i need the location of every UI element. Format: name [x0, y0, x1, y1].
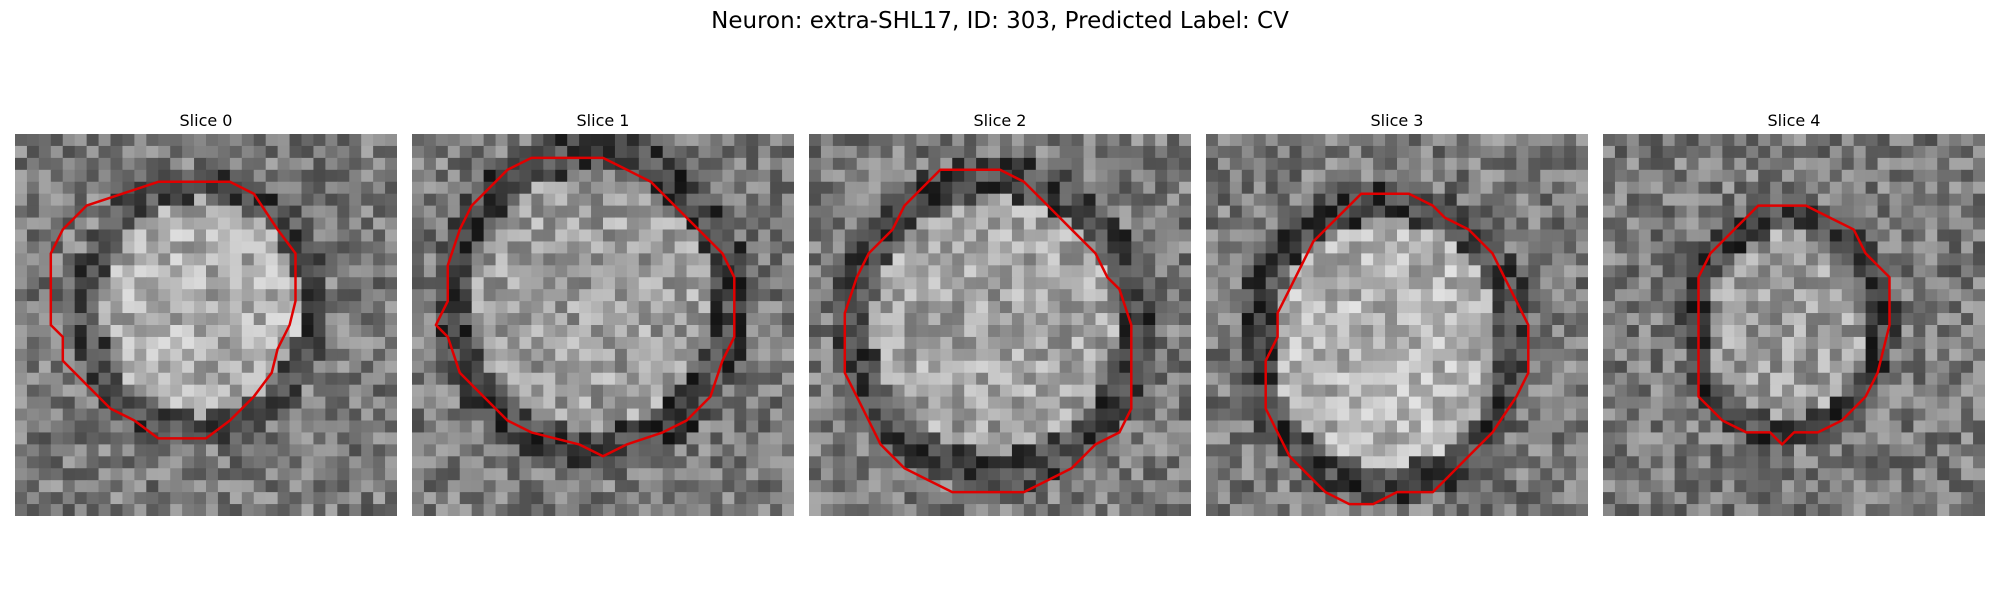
figure-title: Neuron: extra-SHL17, ID: 303, Predicted …	[711, 8, 1289, 34]
slice-image-canvas	[1603, 134, 1985, 516]
slice-title: Slice 3	[1370, 111, 1424, 130]
pixel-grid	[809, 134, 1191, 516]
segmentation-contour	[1697, 204, 1891, 446]
slice-image	[15, 134, 397, 516]
slice-title: Slice 1	[576, 111, 630, 130]
segmentation-contour	[434, 156, 736, 458]
slice-image-canvas	[809, 134, 1191, 516]
slice-panel-2: Slice 2	[809, 110, 1191, 516]
slice-image-canvas	[412, 134, 794, 516]
segmentation-contour	[1264, 192, 1530, 506]
segmentation-contour	[49, 180, 297, 440]
segmentation-contour	[843, 168, 1133, 494]
pixel-grid	[15, 134, 397, 516]
slice-image	[1603, 134, 1985, 516]
slice-image	[809, 134, 1191, 516]
slice-image	[1206, 134, 1588, 516]
slice-image-canvas	[1206, 134, 1588, 516]
pixel-grid	[1206, 134, 1588, 516]
slice-image-canvas	[15, 134, 397, 516]
pixel-grid	[412, 134, 794, 516]
slice-title: Slice 0	[179, 111, 233, 130]
pixel-grid	[1603, 134, 1985, 516]
slice-title: Slice 4	[1767, 111, 1821, 130]
slice-image	[412, 134, 794, 516]
slice-panel-0: Slice 0	[15, 110, 397, 516]
slice-panel-3: Slice 3	[1206, 110, 1588, 516]
slice-panel-1: Slice 1	[412, 110, 794, 516]
slice-title: Slice 2	[973, 111, 1027, 130]
slice-panel-4: Slice 4	[1603, 110, 1985, 516]
